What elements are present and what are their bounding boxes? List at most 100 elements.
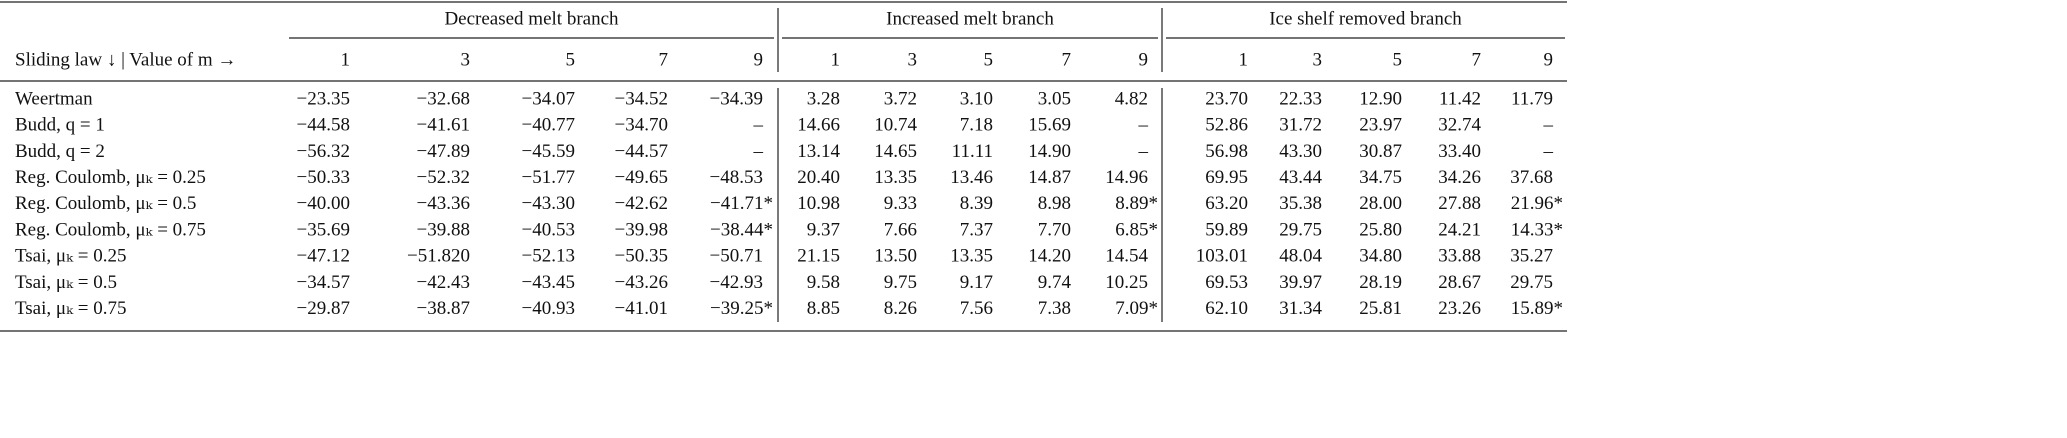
row-label: Budd, q = 1 bbox=[15, 115, 105, 136]
cell: 43.30 bbox=[1279, 141, 1322, 162]
cell: −39.25* bbox=[710, 298, 773, 319]
cell: 13.35 bbox=[950, 246, 993, 267]
cell: 33.40 bbox=[1438, 141, 1481, 162]
cell: −39.98 bbox=[615, 219, 668, 240]
cell: 29.75 bbox=[1510, 272, 1553, 293]
cell: 13.14 bbox=[797, 141, 840, 162]
cell: 3.10 bbox=[960, 88, 993, 109]
cell: 59.89 bbox=[1205, 219, 1248, 240]
cell: 7.56 bbox=[960, 298, 993, 319]
cell: 7.66 bbox=[884, 219, 917, 240]
cell: 12.90 bbox=[1359, 88, 1402, 109]
cell: −41.61 bbox=[417, 115, 470, 136]
cell: 21.96* bbox=[1511, 193, 1563, 214]
cell: −50.71 bbox=[710, 246, 763, 267]
cell: −49.65 bbox=[615, 167, 668, 188]
cell: 7.70 bbox=[1038, 219, 1071, 240]
cell: 34.80 bbox=[1359, 246, 1402, 267]
cell: 69.95 bbox=[1205, 167, 1248, 188]
cell: – bbox=[753, 115, 764, 136]
cell: 63.20 bbox=[1205, 193, 1248, 214]
cell: 3.28 bbox=[807, 88, 840, 109]
cell: −34.39 bbox=[710, 88, 763, 109]
row-label: Reg. Coulomb, μₖ = 0.5 bbox=[15, 193, 196, 214]
cell: −50.33 bbox=[297, 167, 350, 188]
cell: 34.75 bbox=[1359, 167, 1402, 188]
cell: −50.35 bbox=[615, 246, 668, 267]
cell: −40.93 bbox=[522, 298, 575, 319]
cell: −42.93 bbox=[710, 272, 763, 293]
cell: −23.35 bbox=[297, 88, 350, 109]
cell: 48.04 bbox=[1279, 246, 1322, 267]
cell: 25.80 bbox=[1359, 219, 1402, 240]
cell: 14.65 bbox=[874, 141, 917, 162]
cell: 7.09* bbox=[1115, 298, 1158, 319]
cell: −29.87 bbox=[297, 298, 350, 319]
group-title: Increased melt branch bbox=[886, 8, 1054, 29]
cell: 10.98 bbox=[797, 193, 840, 214]
cell: −45.59 bbox=[522, 141, 575, 162]
cell: 8.89* bbox=[1115, 193, 1158, 214]
column-header: 1 bbox=[831, 49, 841, 70]
cell: 11.79 bbox=[1511, 88, 1553, 109]
cell: 3.05 bbox=[1038, 88, 1071, 109]
cell: −40.77 bbox=[522, 115, 575, 136]
column-header: 3 bbox=[461, 49, 471, 70]
cell: 13.50 bbox=[874, 246, 917, 267]
cell: 23.70 bbox=[1205, 88, 1248, 109]
cell: −38.44* bbox=[710, 219, 773, 240]
cell: 9.17 bbox=[960, 272, 993, 293]
cell: −34.07 bbox=[522, 88, 575, 109]
cell: −43.30 bbox=[522, 193, 575, 214]
cell: 14.87 bbox=[1028, 167, 1071, 188]
cell: 7.38 bbox=[1038, 298, 1071, 319]
row-label: Budd, q = 2 bbox=[15, 141, 105, 162]
cell: 8.85 bbox=[807, 298, 840, 319]
cell: −38.87 bbox=[417, 298, 470, 319]
cell: −42.43 bbox=[417, 272, 470, 293]
column-header: 9 bbox=[754, 49, 764, 70]
cell: 34.26 bbox=[1438, 167, 1481, 188]
cell: – bbox=[1543, 141, 1554, 162]
column-header: 3 bbox=[1313, 49, 1323, 70]
row-label: Reg. Coulomb, μₖ = 0.75 bbox=[15, 219, 206, 240]
cell: −34.52 bbox=[615, 88, 668, 109]
cell: 14.33* bbox=[1511, 219, 1563, 240]
cell: 103.01 bbox=[1196, 246, 1248, 267]
cell: – bbox=[1543, 115, 1554, 136]
cell: 35.27 bbox=[1510, 246, 1553, 267]
cell: 28.67 bbox=[1438, 272, 1481, 293]
cell: 33.88 bbox=[1438, 246, 1481, 267]
cell: 4.82 bbox=[1115, 88, 1148, 109]
cell: 21.15 bbox=[797, 246, 840, 267]
column-header: 9 bbox=[1544, 49, 1554, 70]
cell: −52.32 bbox=[417, 167, 470, 188]
cell: 69.53 bbox=[1205, 272, 1248, 293]
cell: 14.96 bbox=[1105, 167, 1148, 188]
cell: 6.85* bbox=[1115, 219, 1158, 240]
cell: 37.68 bbox=[1510, 167, 1553, 188]
row-header: Sliding law ↓ | Value of m → bbox=[15, 49, 236, 70]
cell: −32.68 bbox=[417, 88, 470, 109]
group-title: Decreased melt branch bbox=[444, 8, 619, 29]
cell: 43.44 bbox=[1279, 167, 1322, 188]
cell: 14.54 bbox=[1105, 246, 1148, 267]
cell: 13.35 bbox=[874, 167, 917, 188]
cell: 7.37 bbox=[960, 219, 993, 240]
cell: 62.10 bbox=[1205, 298, 1248, 319]
row-label: Reg. Coulomb, μₖ = 0.25 bbox=[15, 167, 206, 188]
column-header: 5 bbox=[566, 49, 576, 70]
cell: 35.38 bbox=[1279, 193, 1322, 214]
cell: −52.13 bbox=[522, 246, 575, 267]
cell: – bbox=[1138, 141, 1149, 162]
cell: −51.820 bbox=[407, 246, 470, 267]
cell: −34.70 bbox=[615, 115, 668, 136]
cell: 9.33 bbox=[884, 193, 917, 214]
column-header: 5 bbox=[984, 49, 994, 70]
group-title: Ice shelf removed branch bbox=[1269, 8, 1462, 29]
cell: −43.26 bbox=[615, 272, 668, 293]
cell: 25.81 bbox=[1359, 298, 1402, 319]
row-label: Tsai, μₖ = 0.25 bbox=[15, 246, 126, 267]
cell: −40.53 bbox=[522, 219, 575, 240]
column-header: 1 bbox=[1239, 49, 1249, 70]
